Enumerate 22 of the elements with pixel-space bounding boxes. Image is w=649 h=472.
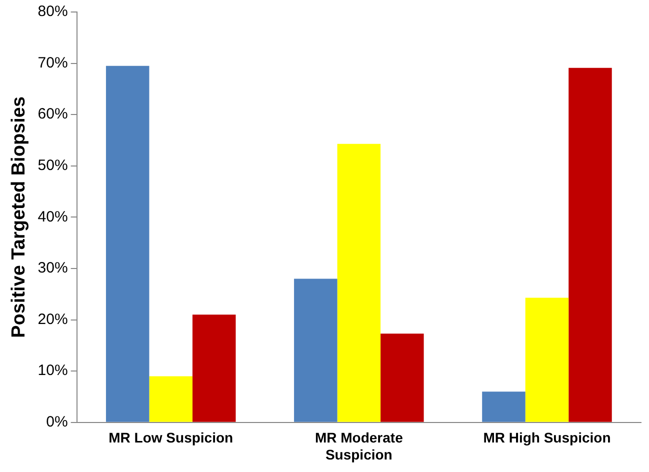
bar [525,298,569,422]
bar [568,68,612,422]
y-tick-label: 40% [38,208,68,226]
y-tick-label: 10% [38,362,68,380]
y-tick-label: 50% [38,157,68,174]
y-tick-label: 70% [38,54,68,72]
bar [380,334,424,422]
bar [106,66,150,422]
bar [149,376,192,422]
bar [294,278,338,422]
y-tick-label: 30% [38,260,68,277]
y-tick-label: 20% [38,310,68,328]
bar [192,314,236,422]
y-axis-title: Positive Targeted Biopsies [8,96,30,338]
x-tick-label: MR Low Suspicion [108,430,234,446]
y-tick-label: 80% [38,3,68,20]
y-tick-label: 60% [38,106,68,123]
y-tick-label: 0% [46,414,68,431]
x-tick-label: MR Moderate Suspicion [314,430,404,462]
x-tick-label: MR High Suspicion [483,430,611,446]
bar [337,144,381,422]
bar [482,392,526,422]
